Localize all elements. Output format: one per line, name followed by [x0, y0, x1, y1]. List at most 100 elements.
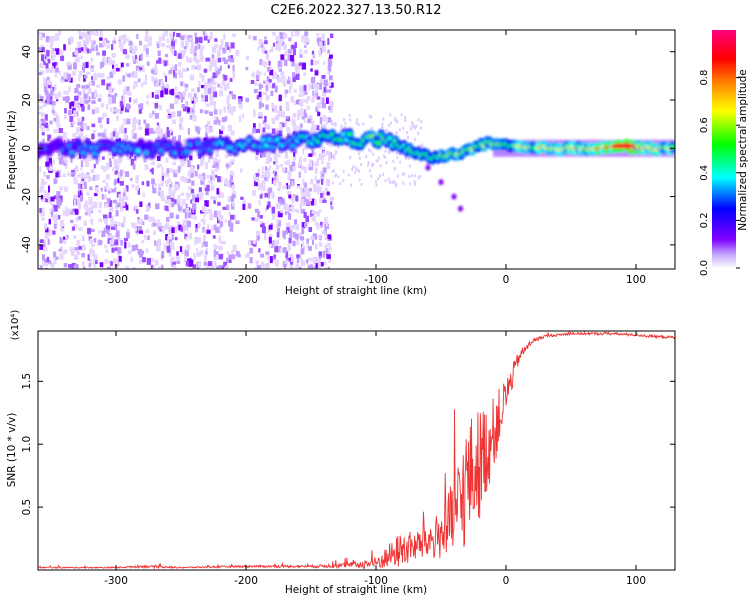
noise-speckle [308, 164, 313, 171]
noise-speckle [310, 198, 315, 206]
noise-speckle [90, 57, 94, 63]
noise-speckle [303, 50, 308, 54]
noise-speckle [55, 171, 59, 178]
noise-speckle [265, 149, 270, 155]
noise-speckle [263, 61, 267, 68]
noise-speckle [100, 103, 105, 108]
noise-speckle [220, 221, 224, 227]
noise-speckle [112, 68, 116, 75]
noise-speckle [179, 50, 184, 56]
noise-speckle [49, 92, 54, 96]
noise-speckle [70, 250, 75, 256]
noise-speckle [314, 185, 318, 193]
noise-speckle [316, 37, 322, 43]
noise-speckle [185, 245, 190, 251]
x-tick-label: -200 [234, 274, 258, 286]
noise-speckle [213, 199, 216, 204]
noise-speckle [312, 162, 317, 166]
noise-speckle [169, 32, 172, 37]
noise-speckle [165, 205, 169, 211]
noise-speckle [193, 252, 196, 260]
noise-speckle [145, 30, 148, 34]
noise-speckle [67, 64, 72, 70]
noise-speckle [332, 153, 335, 157]
noise-speckle [187, 211, 192, 219]
noise-speckle [74, 50, 78, 56]
noise-speckle [47, 238, 50, 245]
noise-speckle [83, 47, 86, 54]
noise-speckle [43, 243, 46, 248]
noise-speckle [325, 221, 329, 227]
noise-speckle [394, 167, 397, 171]
noise-speckle [276, 202, 281, 210]
noise-speckle [97, 98, 102, 102]
noise-speckle [190, 42, 195, 49]
noise-speckle [94, 174, 97, 181]
noise-speckle [297, 117, 300, 121]
noise-speckle [294, 30, 299, 37]
noise-speckle [249, 257, 253, 264]
noise-speckle [252, 35, 257, 41]
noise-speckle [258, 199, 261, 205]
noise-speckle [46, 157, 50, 165]
noise-speckle [87, 227, 92, 235]
colorbar-tick-label: 0.0 [699, 260, 710, 276]
noise-speckle [54, 48, 60, 55]
noise-speckle [76, 250, 81, 256]
noise-speckle [310, 59, 314, 66]
noise-speckle [171, 119, 177, 125]
noise-speckle [159, 222, 163, 227]
noise-speckle [306, 105, 311, 110]
noise-speckle [56, 124, 61, 128]
noise-speckle [197, 164, 200, 170]
noise-speckle [259, 59, 263, 66]
noise-speckle [268, 224, 273, 230]
noise-speckle [96, 52, 100, 56]
noise-speckle [122, 219, 126, 227]
noise-speckle [77, 41, 82, 47]
noise-speckle [260, 263, 265, 267]
noise-speckle [170, 258, 173, 265]
noise-speckle [102, 132, 106, 138]
noise-speckle [417, 176, 420, 180]
noise-speckle [213, 244, 218, 250]
noise-speckle [65, 74, 70, 80]
noise-speckle [321, 146, 326, 151]
noise-speckle [223, 59, 228, 65]
noise-speckle [121, 201, 126, 207]
noise-speckle [219, 134, 222, 139]
noise-speckle [258, 38, 263, 46]
noise-speckle [208, 263, 213, 269]
noise-speckle [91, 133, 95, 140]
noise-speckle [298, 232, 303, 239]
x-tick-label: -200 [234, 575, 258, 587]
noise-speckle [87, 232, 91, 237]
noise-speckle [41, 47, 45, 53]
ridge-core [289, 143, 296, 149]
noise-speckle [272, 42, 276, 47]
noise-speckle [154, 67, 158, 74]
noise-speckle [74, 165, 79, 173]
noise-speckle [95, 260, 98, 265]
noise-speckle [148, 216, 153, 222]
noise-speckle [228, 46, 232, 53]
noise-speckle [300, 123, 303, 128]
noise-speckle [396, 156, 399, 160]
noise-speckle [53, 220, 58, 226]
noise-speckle [264, 175, 268, 181]
noise-speckle [220, 192, 224, 198]
noise-speckle [38, 47, 43, 52]
ridge-core [146, 143, 153, 149]
noise-speckle [103, 128, 107, 136]
noise-speckle [210, 195, 214, 200]
noise-speckle [93, 174, 96, 181]
noise-speckle [108, 187, 113, 194]
noise-speckle [124, 127, 127, 134]
noise-speckle [39, 208, 42, 213]
noise-speckle [288, 37, 292, 42]
noise-speckle [268, 236, 272, 244]
noise-speckle [221, 116, 226, 123]
noise-speckle [307, 257, 312, 262]
noise-speckle [320, 79, 324, 85]
noise-speckle [191, 180, 195, 186]
